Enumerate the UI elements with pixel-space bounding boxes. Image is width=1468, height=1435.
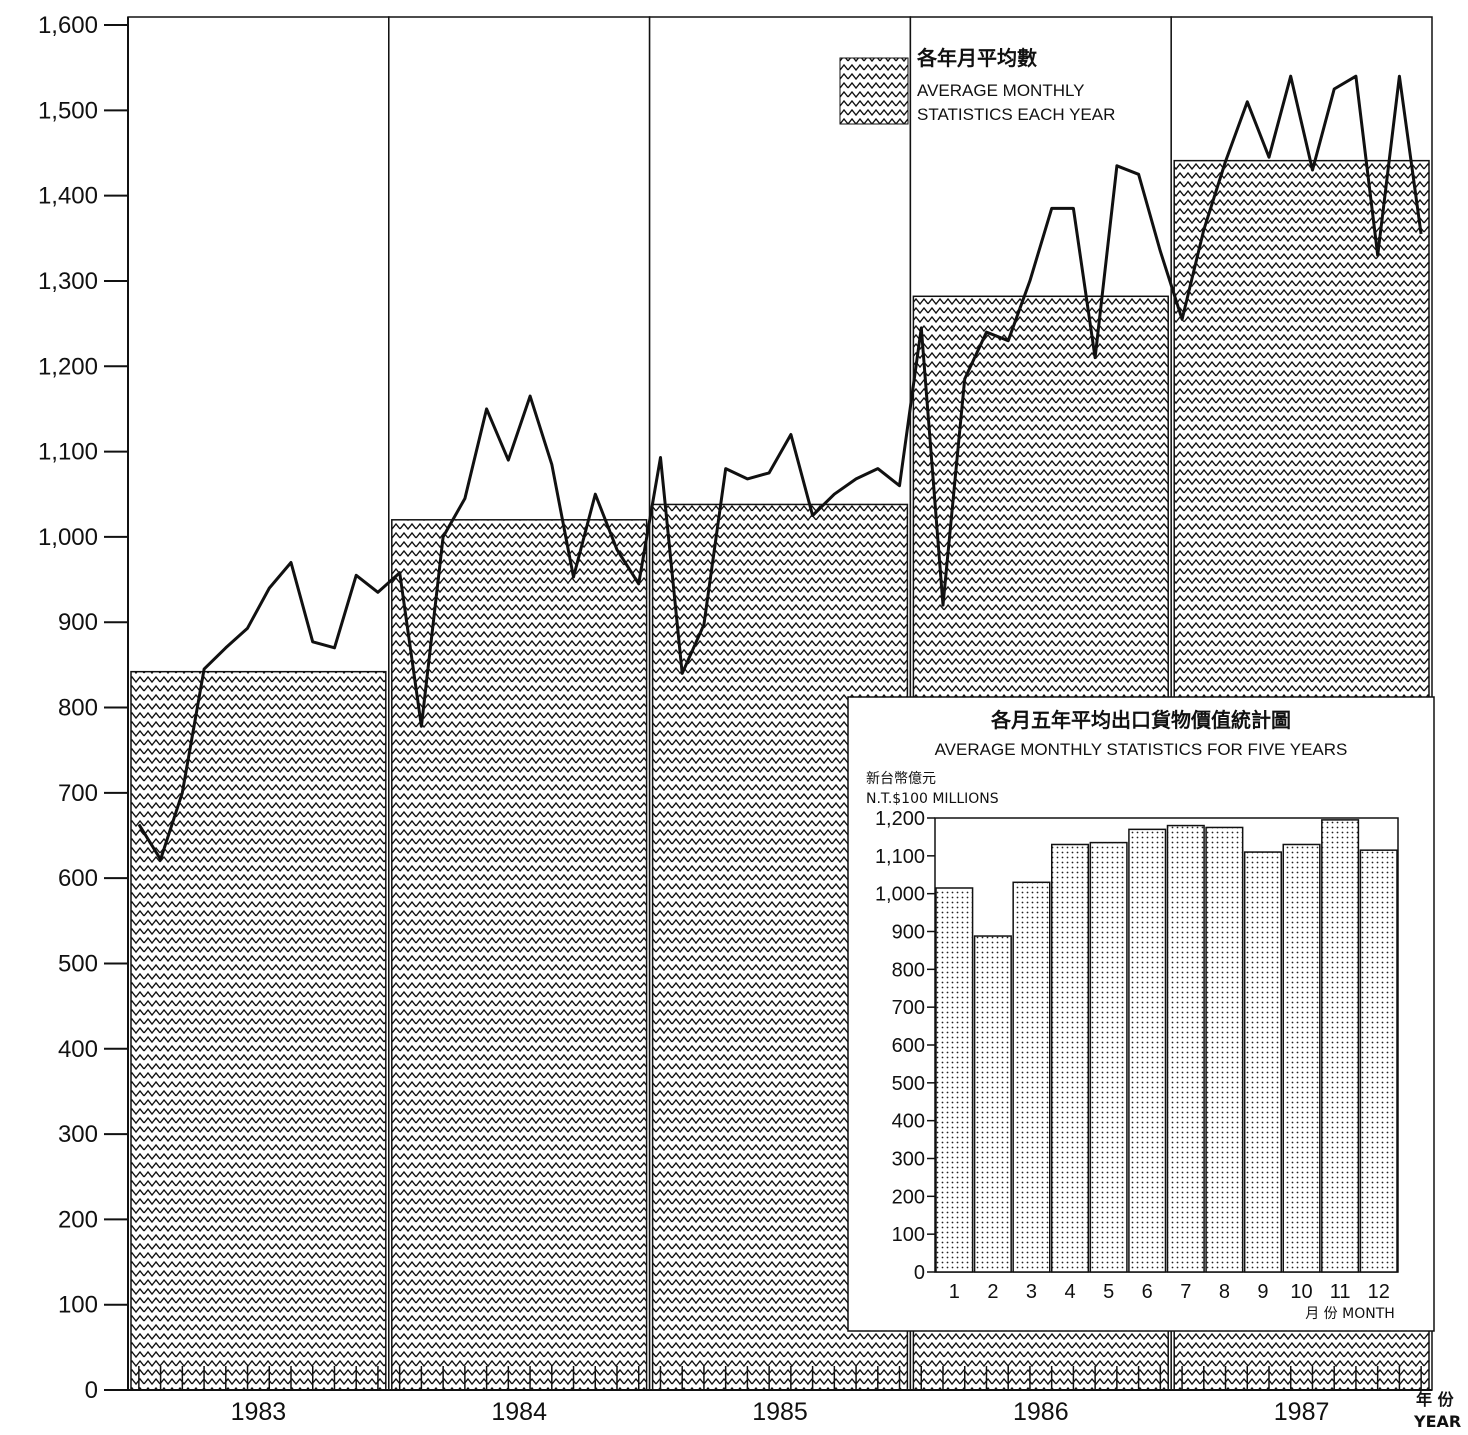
inset-plot-frame [934,817,1399,1273]
inset-month-bar [1051,843,1090,1273]
inset-month-label: 5 [1103,1281,1114,1303]
inset-month-bar [1321,819,1360,1273]
annual-average-bar [391,519,648,1391]
inset-month-labels: 1 2 3 4 5 6 7 8 9 10 11 12 [949,1281,1390,1303]
inset-month-bar [1359,849,1398,1273]
annual-average-bar [130,670,387,1391]
inset-month-bar [1166,824,1205,1273]
y-tick-label: 1,000 [38,524,98,551]
inset-month-bar [1012,881,1051,1273]
main-y-axis: 01002003004005006007008009001,0001,1001,… [38,12,1432,1404]
inset-y-tick-label: 200 [892,1186,925,1208]
year-tick-labels: 1983 1984 1985 1986 1987 [231,1398,1330,1426]
y-tick-label: 600 [58,865,98,892]
inset-month-label: 3 [1026,1281,1037,1303]
inset-y-tick-label: 500 [892,1073,925,1095]
y-tick-label: 1,300 [38,268,98,295]
inset-unit-cn: 新台幣億元 [866,771,936,787]
inset-y-tick-label: 1,100 [875,846,925,868]
y-tick-label: 400 [58,1036,98,1063]
inset-y-tick-label: 400 [892,1111,925,1133]
inset-x-axis-label: 月 份 MONTH [1305,1306,1395,1322]
year-tick-label: 1987 [1274,1398,1330,1426]
year-tick-label: 1985 [752,1398,808,1426]
inset-y-tick-label: 300 [892,1149,925,1171]
inset-y-tick-label: 900 [892,922,925,944]
y-tick-label: 1,500 [38,97,98,124]
inset-month-label: 9 [1257,1281,1268,1303]
inset-month-bar [1282,843,1321,1273]
inset-month-label: 8 [1219,1281,1230,1303]
inset-month-label: 11 [1330,1281,1351,1303]
inset-month-label: 1 [949,1281,960,1303]
inset-month-bar [1128,828,1167,1273]
y-tick-label: 300 [58,1121,98,1148]
x-axis-label-cn: 年 份 [1416,1390,1455,1409]
inset-chart: 各月五年平均出口貨物價值統計圖 AVERAGE MONTHLY STATISTI… [847,696,1435,1332]
inset-month-label: 2 [987,1281,998,1303]
y-tick-label: 900 [58,609,98,636]
x-axis-label-en: YEAR [1413,1412,1461,1431]
y-tick-label: 1,200 [38,353,98,380]
year-tick-label: 1986 [1013,1398,1069,1426]
legend-label-en-line1: AVERAGE MONTHLY [917,81,1085,100]
inset-y-tick-label: 0 [914,1262,925,1284]
month-tick-marks [138,1366,1422,1390]
y-tick-label: 1,600 [38,12,98,39]
y-tick-label: 200 [58,1206,98,1233]
inset-month-bar [973,935,1012,1273]
legend-label-en-line2: STATISTICS EACH YEAR [917,105,1115,124]
legend-label-cn: 各年月平均數 [916,46,1037,70]
y-tick-label: 1,400 [38,183,98,210]
y-tick-label: 0 [85,1377,98,1404]
inset-unit-en: N.T.$100 MILLIONS [866,791,999,807]
inset-y-tick-label: 1,200 [875,808,925,830]
inset-month-label: 10 [1290,1281,1312,1303]
inset-y-tick-label: 1,000 [875,884,925,906]
inset-month-label: 6 [1142,1281,1153,1303]
inset-y-tick-label: 800 [892,959,925,981]
inset-subtitle: AVERAGE MONTHLY STATISTICS FOR FIVE YEAR… [935,740,1348,759]
monthly-export-line [137,74,1423,861]
inset-y-tick-label: 700 [892,997,925,1019]
inset-month-label: 4 [1064,1281,1075,1303]
inset-month-bar [1089,841,1128,1273]
inset-y-tick-label: 100 [892,1224,925,1246]
inset-month-bar [1243,851,1282,1273]
legend-swatch [839,57,909,125]
y-tick-label: 800 [58,695,98,722]
y-tick-label: 500 [58,950,98,977]
y-tick-label: 1,100 [38,439,98,466]
inset-month-label: 12 [1368,1281,1390,1303]
inset-month-label: 7 [1180,1281,1191,1303]
inset-month-bar [1205,826,1244,1273]
inset-y-axis: 0 100 200 300 400 500 600 700 800 900 1,000 1,100 1,… [875,808,935,1284]
year-tick-label: 1983 [231,1398,287,1426]
year-tick-label: 1984 [491,1398,547,1426]
y-tick-label: 700 [58,780,98,807]
inset-month-bars [934,817,1399,1273]
chart-legend: 各年月平均數 AVERAGE MONTHLY STATISTICS EACH Y… [839,46,1115,125]
inset-month-bar [935,887,974,1273]
inset-y-tick-label: 600 [892,1035,925,1057]
y-tick-label: 100 [58,1292,98,1319]
inset-title: 各月五年平均出口貨物價值統計圖 [990,708,1291,732]
